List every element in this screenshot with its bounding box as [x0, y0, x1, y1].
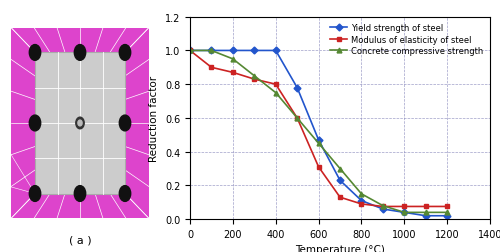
Yield strength of steel [252, 50, 258, 53]
Yield strength of steel [358, 199, 364, 202]
Concrete compressive strength [358, 193, 364, 196]
Concrete compressive strength [272, 92, 278, 95]
Circle shape [30, 45, 40, 61]
Yield strength of steel [272, 50, 278, 53]
Circle shape [120, 116, 130, 131]
Yield strength of steel [208, 50, 214, 53]
Modulus of elasticity of steel [337, 196, 343, 199]
Concrete compressive strength [316, 142, 322, 145]
Yield strength of steel [402, 211, 407, 214]
Circle shape [74, 45, 86, 61]
Yield strength of steel [422, 214, 428, 217]
Concrete compressive strength [230, 58, 236, 61]
Modulus of elasticity of steel [230, 72, 236, 75]
Modulus of elasticity of steel [444, 205, 450, 208]
Legend: Yield strength of steel, Modulus of elasticity of steel, Concrete compressive st: Yield strength of steel, Modulus of elas… [328, 22, 486, 59]
Modulus of elasticity of steel [316, 166, 322, 169]
Concrete compressive strength [252, 75, 258, 78]
Line: Modulus of elasticity of steel: Modulus of elasticity of steel [188, 49, 450, 209]
Y-axis label: Reduction factor: Reduction factor [150, 76, 160, 161]
Yield strength of steel [337, 179, 343, 182]
Yield strength of steel [230, 50, 236, 53]
Text: ( a ): ( a ) [68, 235, 92, 245]
Modulus of elasticity of steel [272, 83, 278, 86]
Concrete compressive strength [380, 204, 386, 207]
Line: Yield strength of steel: Yield strength of steel [188, 49, 450, 218]
Circle shape [74, 186, 86, 202]
Concrete compressive strength [187, 50, 193, 53]
Circle shape [78, 121, 82, 126]
Modulus of elasticity of steel [294, 117, 300, 120]
Line: Concrete compressive strength: Concrete compressive strength [188, 49, 450, 215]
Yield strength of steel [294, 87, 300, 90]
Concrete compressive strength [422, 211, 428, 214]
Bar [35, 53, 125, 194]
Circle shape [120, 45, 130, 61]
Circle shape [30, 186, 40, 202]
Concrete compressive strength [402, 211, 407, 214]
Modulus of elasticity of steel [422, 205, 428, 208]
Yield strength of steel [316, 139, 322, 142]
Concrete compressive strength [294, 117, 300, 120]
Text: ( b ): ( b ) [328, 251, 351, 252]
Yield strength of steel [444, 214, 450, 217]
Modulus of elasticity of steel [252, 78, 258, 81]
Yield strength of steel [187, 50, 193, 53]
X-axis label: Temperature (°C): Temperature (°C) [295, 244, 385, 252]
Modulus of elasticity of steel [208, 67, 214, 70]
Concrete compressive strength [337, 167, 343, 170]
Circle shape [76, 118, 84, 129]
Modulus of elasticity of steel [380, 205, 386, 208]
Concrete compressive strength [444, 211, 450, 214]
Concrete compressive strength [208, 50, 214, 53]
Circle shape [30, 116, 40, 131]
Circle shape [120, 186, 130, 202]
Yield strength of steel [380, 208, 386, 211]
Modulus of elasticity of steel [187, 50, 193, 53]
Modulus of elasticity of steel [402, 205, 407, 208]
Modulus of elasticity of steel [358, 203, 364, 206]
